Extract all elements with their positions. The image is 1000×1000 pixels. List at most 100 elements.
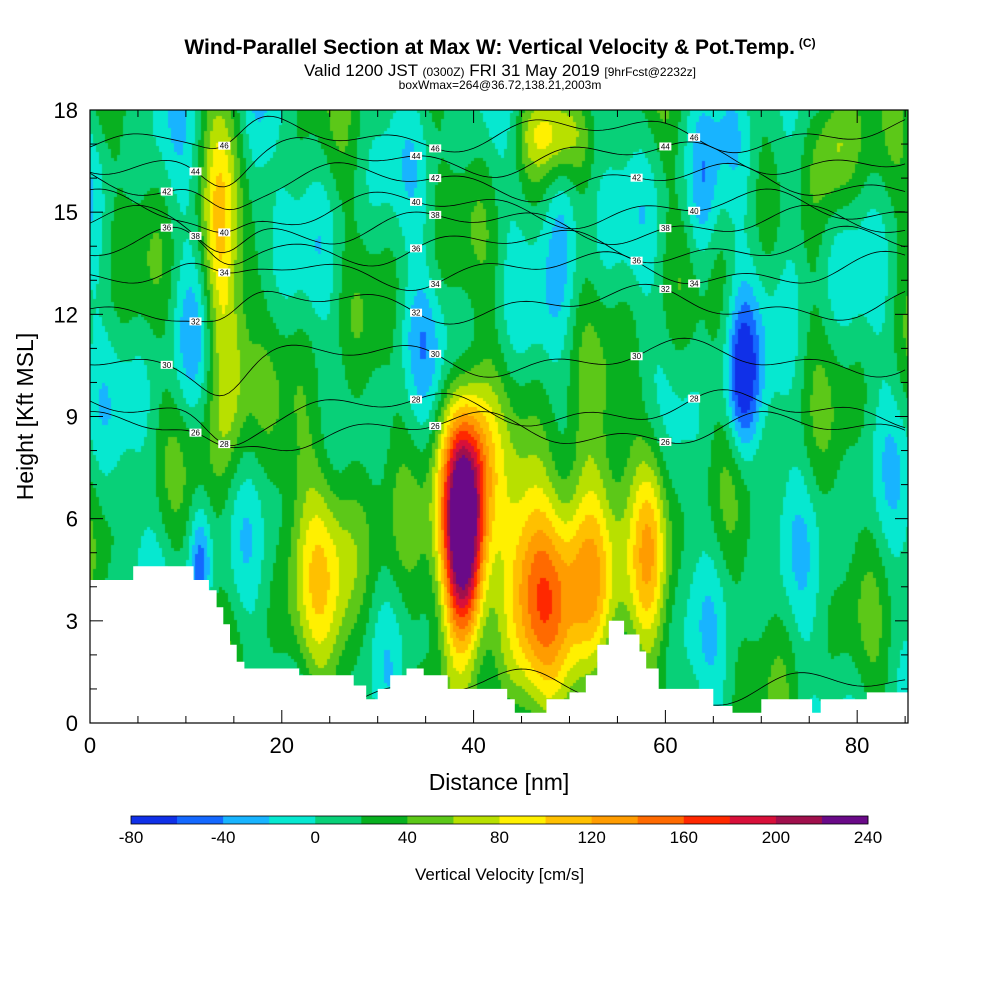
theta-contour-label: 36 (162, 224, 171, 233)
theta-label-bg (688, 206, 701, 215)
theta-contour-line (89, 162, 906, 211)
chart-box-info: boxWmax=264@36.72,138.21,2003m (398, 78, 602, 92)
colorbar-swatch (637, 816, 685, 824)
theta-contour-label: 32 (412, 309, 421, 318)
theta-contour-label: 44 (661, 142, 670, 151)
theta-label-bg (189, 167, 202, 176)
theta-label-bg (429, 421, 442, 430)
theta-contour-line (89, 283, 906, 325)
theta-label-bg (659, 437, 672, 446)
theta-label-bg (429, 144, 442, 153)
colorbar-swatch (453, 816, 500, 824)
colorbar-tick-label: -40 (211, 828, 236, 847)
theta-contour-label: 42 (431, 174, 440, 183)
theta-contour-label: 44 (412, 152, 421, 161)
colorbar-swatch (591, 816, 639, 824)
theta-contour-label: 38 (431, 211, 440, 220)
theta-contour-label: 30 (632, 352, 641, 361)
colorbar-tick-label: 40 (398, 828, 417, 847)
theta-contour-label: 32 (191, 317, 200, 326)
colorbar-swatch (407, 816, 454, 824)
colorbar-swatch (683, 816, 731, 824)
x-tick-label: 40 (461, 733, 485, 758)
theta-contour-label: 38 (661, 224, 670, 233)
theta-contour-label: 26 (431, 422, 440, 431)
theta-contour-label: 42 (632, 174, 641, 183)
colorbar-swatch (775, 816, 823, 824)
theta-contour-label: 28 (690, 395, 699, 404)
theta-label-bg (218, 440, 231, 449)
theta-label-bg (218, 268, 231, 277)
colorbar-swatch (131, 816, 178, 824)
theta-label-bg (189, 231, 202, 240)
theta-contour-label: 26 (661, 438, 670, 447)
x-tick-label: 80 (845, 733, 869, 758)
colorbar-swatch (821, 816, 869, 824)
theta-contour-label: 40 (690, 207, 699, 216)
theta-label-bg (160, 187, 173, 196)
colorbar-tick-label: 120 (577, 828, 605, 847)
colorbar-tick-label: 0 (311, 828, 320, 847)
theta-contour-line (89, 204, 906, 253)
colorbar-swatch (177, 816, 224, 824)
y-tick-label: 18 (54, 98, 78, 123)
theta-label-bg (630, 256, 643, 265)
theta-label-bg (630, 173, 643, 182)
theta-label-bg (630, 352, 643, 361)
theta-contour-label: 40 (220, 228, 229, 237)
colorbar-swatch (315, 816, 362, 824)
theta-label-bg (410, 395, 423, 404)
theta-label-bg (410, 244, 423, 253)
theta-label-bg (160, 360, 173, 369)
colorbar-tick-label: 240 (854, 828, 882, 847)
x-tick-label: 60 (653, 733, 677, 758)
theta-label-bg (218, 228, 231, 237)
theta-contour-label: 32 (661, 285, 670, 294)
theta-contour-line (89, 137, 906, 188)
colorbar-swatch (545, 816, 593, 824)
theta-contour-label: 46 (431, 144, 440, 153)
theta-label-bg (218, 141, 231, 150)
colorbar-tick-label: -80 (119, 828, 144, 847)
colorbar-swatch (499, 816, 546, 824)
theta-contour-label: 44 (191, 167, 200, 176)
theta-label-bg (410, 151, 423, 160)
colorbar-frame (130, 815, 869, 825)
chart-title: Wind-Parallel Section at Max W: Vertical… (184, 36, 816, 59)
theta-label-bg (429, 280, 442, 289)
colorbar-swatch (223, 816, 270, 824)
y-tick-label: 0 (66, 711, 78, 736)
theta-label-bg (688, 133, 701, 142)
colorbar-swatch (361, 816, 408, 824)
colorbar-tick-label: 80 (490, 828, 509, 847)
theta-label-bg (429, 349, 442, 358)
theta-contour-label: 28 (220, 440, 229, 449)
theta-contour-label: 30 (162, 361, 171, 370)
y-tick-label: 15 (54, 200, 78, 225)
theta-label-bg (160, 223, 173, 232)
velocity-heatmap (90, 110, 908, 723)
theta-contour-label: 38 (191, 232, 200, 241)
theta-contour-label: 30 (431, 350, 440, 359)
theta-contour-label: 40 (412, 198, 421, 207)
x-tick-label: 20 (270, 733, 294, 758)
theta-contour-line (89, 337, 906, 397)
theta-label-bg (429, 174, 442, 183)
theta-label-bg (410, 197, 423, 206)
y-tick-label: 6 (66, 507, 78, 532)
theta-contour-label: 42 (162, 188, 171, 197)
y-tick-label: 3 (66, 609, 78, 634)
y-tick-label: 9 (66, 405, 78, 430)
theta-contour-label: 26 (191, 429, 200, 438)
theta-contour-label: 34 (690, 279, 699, 288)
theta-label-bg (429, 210, 442, 219)
theta-contour-line (89, 225, 906, 267)
theta-label-bg (189, 317, 202, 326)
theta-label-bg (189, 428, 202, 437)
theta-label-bg (659, 284, 672, 293)
theta-contour-label: 46 (220, 142, 229, 151)
theta-label-bg (410, 308, 423, 317)
colorbar-tick-label: 160 (670, 828, 698, 847)
theta-contour-label: 34 (431, 280, 440, 289)
